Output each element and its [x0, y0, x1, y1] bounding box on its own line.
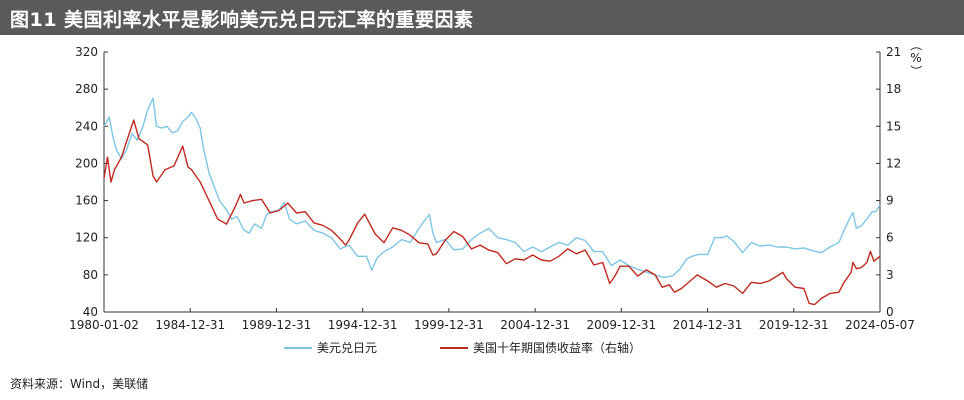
title-bar: 图11 美国利率水平是影响美元兑日元汇率的重要因素 [0, 0, 964, 35]
y-left-tick-label: 40 [83, 305, 98, 319]
x-tick-label: 2019-12-31 [759, 318, 829, 332]
y-left-tick-label: 280 [75, 82, 98, 96]
chart-title: 图11 美国利率水平是影响美元兑日元汇率的重要因素 [10, 9, 474, 31]
y-right-tick-label: 18 [886, 82, 901, 96]
x-tick-label: 1980-01-02 [69, 318, 139, 332]
y-left-tick-label: 320 [75, 45, 98, 59]
source-note: 资料来源：Wind，美联储 [10, 377, 149, 391]
y-left-tick-label: 80 [83, 268, 98, 282]
x-tick-label: 1984-12-31 [155, 318, 225, 332]
x-tick-label: 2014-12-31 [673, 318, 743, 332]
chart-plot-area [103, 97, 881, 306]
x-tick-label: 2004-12-31 [500, 318, 570, 332]
series-line-2 [103, 119, 881, 306]
y-right-tick-label: 9 [886, 194, 894, 208]
y-right-unit-label: ） [909, 65, 923, 77]
x-tick-label: 1994-12-31 [328, 318, 398, 332]
x-tick-label: 2024-05-07 [845, 318, 915, 332]
y-right-unit-label: （ [909, 39, 923, 51]
y-right-tick-label: 15 [886, 119, 901, 133]
chart-legend: 美元兑日元 美国十年期国债收益率（右轴） [284, 340, 641, 355]
x-tick-label: 1999-12-31 [414, 318, 484, 332]
x-tick-label: 2009-12-31 [586, 318, 656, 332]
series-line-1 [103, 97, 881, 279]
y-left-tick-label: 160 [75, 194, 98, 208]
y-right-tick-label: 6 [886, 231, 894, 245]
y-right-unit-label: % [910, 51, 921, 65]
chart-canvas: 40 80 120 160 200 240 280 320 0 3 6 9 12 15 18 21 （%） 198… [69, 39, 923, 355]
y-right-tick-label: 3 [886, 268, 894, 282]
legend-label-1: 美元兑日元 [317, 341, 377, 355]
y-right-tick-label: 21 [886, 45, 901, 59]
y-left-tick-label: 120 [75, 231, 98, 245]
y-right-tick-label: 0 [886, 305, 894, 319]
x-tick-label: 1989-12-31 [242, 318, 312, 332]
legend-label-2: 美国十年期国债收益率（右轴） [473, 340, 641, 355]
y-left-tick-label: 240 [75, 119, 98, 133]
y-right-tick-label: 12 [886, 156, 901, 170]
chart-axes: 40 80 120 160 200 240 280 320 0 3 6 9 12 15 18 21 （%） 198… [69, 39, 923, 332]
y-left-tick-label: 200 [75, 156, 98, 170]
